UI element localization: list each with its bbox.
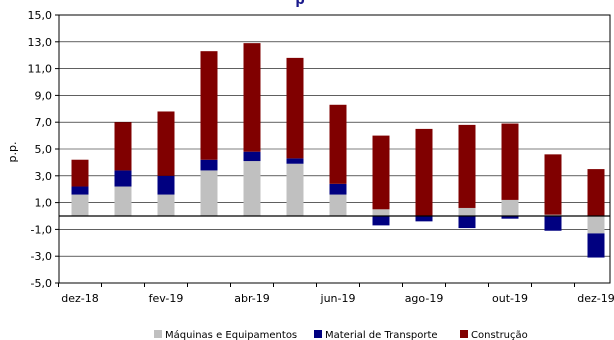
x-tick-label: abr-19 xyxy=(234,292,270,305)
bar-segment xyxy=(458,216,476,229)
legend-label: Construção xyxy=(471,330,528,340)
x-tick-label: jun-19 xyxy=(320,292,356,305)
bar-segment xyxy=(587,216,605,234)
bar-segment xyxy=(544,216,562,231)
x-tick-label: out-19 xyxy=(492,292,528,305)
x-tick-label: dez-19 xyxy=(577,292,614,305)
y-tick-label: -3,0 xyxy=(31,250,52,263)
y-tick-label: 11,0 xyxy=(28,63,53,76)
bar-segment xyxy=(544,214,562,216)
bar-segment xyxy=(157,111,175,176)
legend-swatch xyxy=(314,330,322,338)
bar-segment xyxy=(587,233,605,258)
bar-segment xyxy=(71,194,89,216)
plot-frame xyxy=(58,14,611,284)
y-tick-label: 13,0 xyxy=(28,36,53,49)
bar-segment xyxy=(200,159,218,171)
bar-segment xyxy=(415,128,433,216)
bar-segment xyxy=(458,124,476,208)
legend-label: Material de Transporte xyxy=(325,330,438,340)
bar-segment xyxy=(458,207,476,216)
bar-segment xyxy=(200,51,218,160)
bar-segment xyxy=(157,175,175,195)
bar-segment xyxy=(372,216,390,226)
bar-segment xyxy=(501,216,519,219)
bar-segment xyxy=(415,216,433,222)
bar-segment xyxy=(329,194,347,216)
bar-segment xyxy=(329,183,347,195)
bar-segment xyxy=(587,169,605,216)
bar-segment xyxy=(71,159,89,187)
y-tick-label: 7,0 xyxy=(35,116,53,129)
legend: Máquinas e Equipamentos Material de Trans… xyxy=(154,329,528,340)
bar-segment xyxy=(200,170,218,216)
bars xyxy=(71,43,605,258)
x-axis-ticks: dez-18 fev-19 abr-19 jun-19 ago-19 out-19 dez-… xyxy=(58,283,614,305)
bar-segment xyxy=(544,154,562,215)
legend-label: Máquinas e Equipamentos xyxy=(165,329,297,340)
y-tick-label: 3,0 xyxy=(35,170,53,183)
bar-segment xyxy=(71,186,89,195)
axes xyxy=(58,14,611,284)
y-tick-label: 5,0 xyxy=(35,143,53,156)
bar-segment xyxy=(501,199,519,216)
bar-segment xyxy=(501,123,519,200)
y-axis-label: p.p. xyxy=(6,142,19,163)
chart-title: p xyxy=(295,0,304,8)
y-tick-label: 9,0 xyxy=(35,89,53,102)
x-tick-label: dez-18 xyxy=(61,292,99,305)
y-axis-ticks: -5,0 -3,0 -1,0 1,0 3,0 5,0 7,0 9,0 11,0 13,0 15,0 xyxy=(28,9,59,290)
y-tick-label: -5,0 xyxy=(31,277,52,290)
bar-segment xyxy=(114,122,132,171)
bar-segment xyxy=(372,209,390,216)
bar-segment xyxy=(243,43,261,152)
y-tick-label: 15,0 xyxy=(28,9,53,22)
bar-segment xyxy=(286,163,304,216)
bar-segment xyxy=(286,57,304,159)
x-tick-label: fev-19 xyxy=(149,292,184,305)
y-tick-label: 1,0 xyxy=(35,197,53,210)
bar-segment xyxy=(372,135,390,210)
bar-segment xyxy=(157,194,175,216)
bar-segment xyxy=(329,104,347,184)
legend-swatch xyxy=(154,330,162,338)
bar-segment xyxy=(286,158,304,164)
x-tick-label: ago-19 xyxy=(405,292,444,305)
bar-segment xyxy=(243,151,261,162)
legend-swatch xyxy=(460,330,468,338)
bar-segment xyxy=(243,161,261,216)
y-tick-label: -1,0 xyxy=(31,223,52,236)
bar-segment xyxy=(114,186,132,216)
bar-segment xyxy=(114,170,132,187)
